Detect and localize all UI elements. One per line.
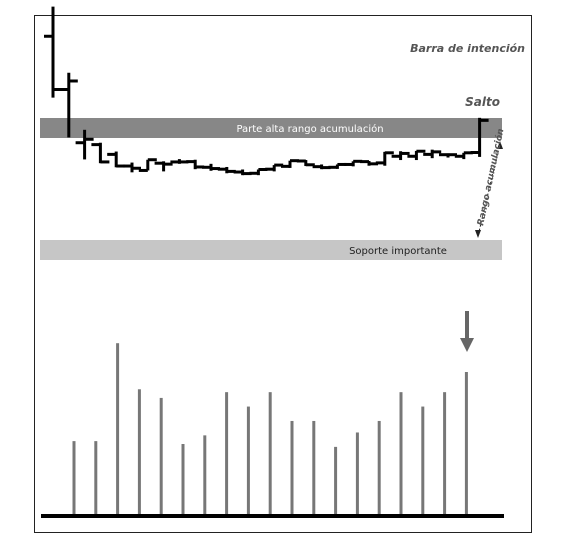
price-bar	[154, 161, 173, 172]
volume-bar	[377, 420, 381, 516]
price-bar	[138, 158, 157, 172]
price-bar	[375, 151, 394, 166]
price-bar	[360, 160, 378, 166]
price-bar	[44, 6, 62, 98]
intention-bar-label: Barra de intención	[410, 42, 525, 55]
price-bar	[59, 72, 78, 138]
range-arrow-head-top	[497, 141, 503, 149]
price-bar	[107, 151, 126, 168]
volume-bar	[268, 392, 272, 516]
price-bar	[470, 117, 489, 157]
price-bar	[91, 142, 110, 164]
volume-bar	[290, 420, 294, 516]
resistance-label: Parte alta rango acumulación	[236, 123, 383, 135]
volume-bar	[116, 343, 120, 516]
range-arrow-head-bottom	[475, 230, 481, 238]
volume-bar	[421, 406, 425, 516]
annotations-layer: Barra de intención Salto Rango acumulaci…	[410, 42, 525, 238]
volume-bar	[181, 444, 185, 516]
jump-label: Salto	[465, 95, 500, 109]
volume-bar	[72, 441, 76, 516]
volume-bar	[225, 392, 229, 516]
volume-bar	[312, 420, 316, 516]
price-bar	[75, 129, 94, 160]
volume-bar	[399, 392, 403, 516]
volume-bar	[464, 372, 468, 516]
price-bar	[186, 159, 205, 170]
volume-bar	[443, 392, 447, 516]
volume-bar	[334, 446, 338, 516]
price-bar	[344, 159, 363, 167]
volume-bars-layer	[72, 343, 468, 516]
price-bars-layer	[44, 6, 489, 176]
price-bar	[170, 159, 189, 164]
volume-bar	[159, 397, 163, 516]
price-bar	[202, 163, 220, 171]
price-bar	[265, 163, 284, 172]
price-bar	[439, 153, 457, 158]
price-bar	[217, 166, 236, 174]
price-bar	[423, 149, 442, 159]
support-label: Soporte importante	[349, 246, 447, 257]
volume-bar	[203, 435, 207, 516]
price-bar	[391, 151, 410, 161]
resistance-band	[40, 118, 502, 138]
volume-arrow	[460, 311, 474, 352]
price-bar	[312, 164, 331, 170]
support-band	[40, 240, 502, 260]
volume-bar	[137, 389, 141, 516]
price-bar	[249, 168, 268, 176]
price-bar	[328, 162, 347, 169]
volume-bar	[94, 441, 98, 516]
volume-bar	[355, 432, 359, 516]
zones-layer: Parte alta rango acumulación Soporte imp…	[40, 118, 502, 260]
price-bar	[233, 169, 252, 176]
price-bar	[281, 159, 299, 168]
price-bar	[454, 151, 473, 160]
price-bar	[296, 159, 315, 167]
price-bar	[123, 162, 141, 173]
price-bar	[407, 149, 426, 161]
volume-bar	[246, 406, 250, 516]
